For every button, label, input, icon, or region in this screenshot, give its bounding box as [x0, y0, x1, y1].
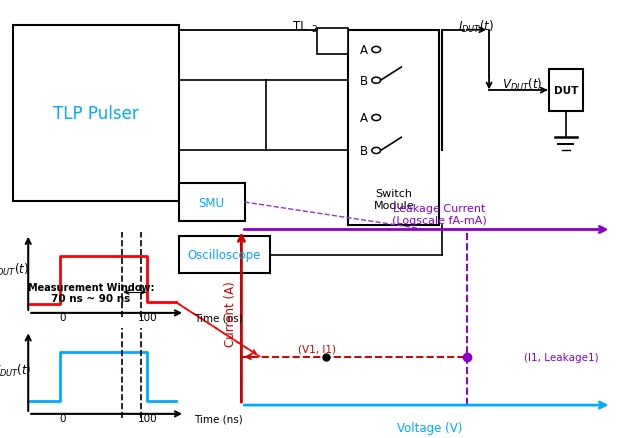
Text: $V_{DUT}(t)$: $V_{DUT}(t)$ — [0, 362, 31, 378]
Text: Voltage (V): Voltage (V) — [397, 420, 462, 434]
Text: (V1, I1): (V1, I1) — [298, 343, 335, 353]
Text: 0: 0 — [60, 312, 66, 322]
Bar — [549, 70, 583, 112]
Text: TLP Pulser: TLP Pulser — [53, 105, 139, 123]
Text: Oscilloscope: Oscilloscope — [187, 249, 261, 262]
Text: Time (ns): Time (ns) — [194, 313, 243, 322]
Text: A: A — [360, 112, 367, 125]
Text: 100: 100 — [137, 312, 157, 322]
Bar — [348, 31, 439, 226]
Text: B: B — [360, 74, 367, 88]
Text: Current (A): Current (A) — [224, 280, 237, 346]
Text: 100: 100 — [137, 413, 157, 423]
Text: $V_{DUT}(t)$: $V_{DUT}(t)$ — [502, 77, 542, 93]
Text: (I1, Leakage1): (I1, Leakage1) — [524, 352, 598, 362]
Text: Measurement Window:: Measurement Window: — [28, 282, 154, 292]
Text: 2: 2 — [311, 25, 317, 34]
Text: $I_{DUT}(t)$: $I_{DUT}(t)$ — [458, 19, 493, 35]
Bar — [13, 26, 179, 201]
Text: TL: TL — [293, 20, 307, 33]
Text: 0: 0 — [60, 413, 66, 423]
Bar — [317, 28, 348, 55]
Text: Switch
Module: Switch Module — [374, 188, 414, 210]
Text: A: A — [360, 44, 367, 57]
Text: $I_{DUT}(t)$: $I_{DUT}(t)$ — [0, 261, 29, 277]
Text: SMU: SMU — [198, 196, 224, 209]
Text: Time (ns): Time (ns) — [194, 413, 243, 423]
Bar — [179, 237, 270, 274]
Text: B: B — [360, 145, 367, 158]
Text: DUT: DUT — [554, 86, 578, 96]
Text: Leakage Current
(Logscale fA-mA): Leakage Current (Logscale fA-mA) — [391, 204, 487, 226]
Text: 70 ns ~ 90 ns: 70 ns ~ 90 ns — [51, 294, 130, 304]
Bar — [179, 184, 245, 221]
